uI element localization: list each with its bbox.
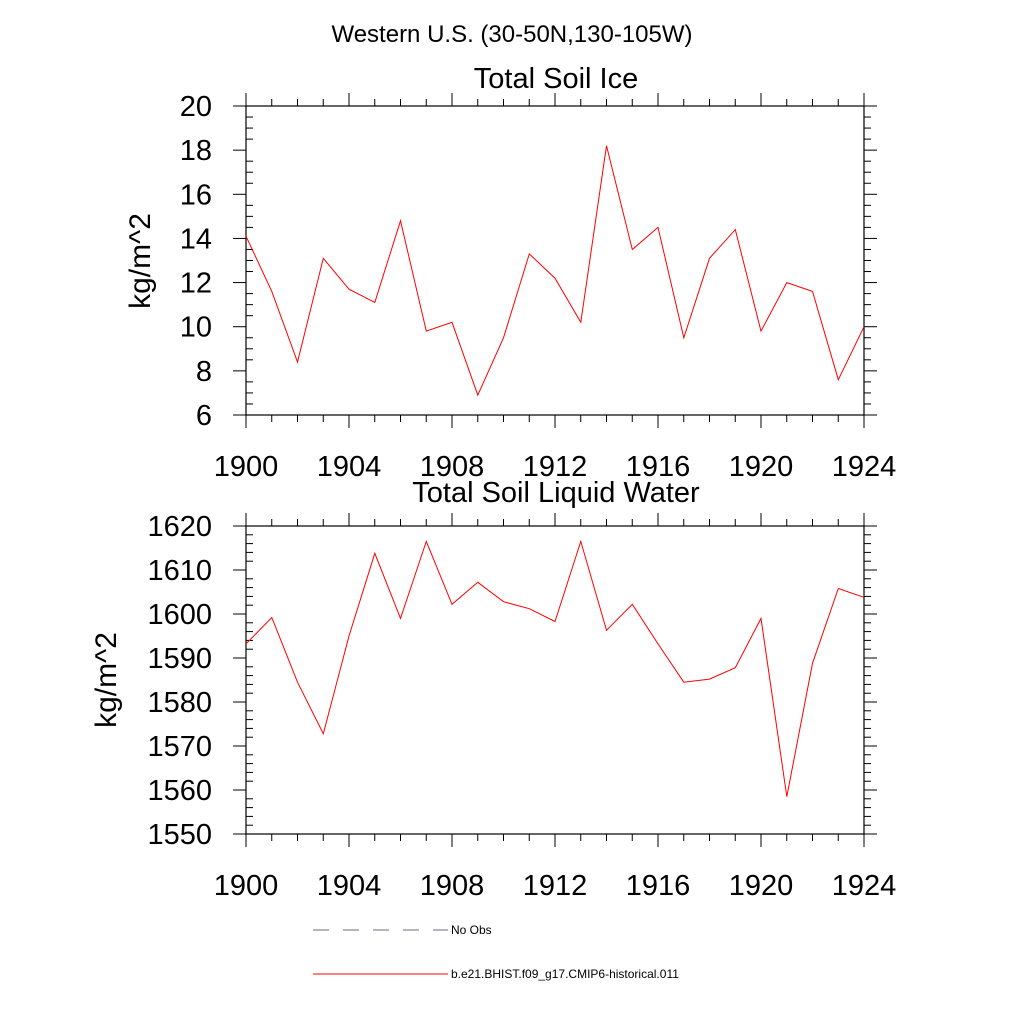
y-tick-label: 14 xyxy=(180,223,212,255)
x-tick-label: 1924 xyxy=(832,451,897,483)
figure-title: Western U.S. (30-50N,130-105W) xyxy=(331,21,692,48)
x-tick-label: 1920 xyxy=(729,870,794,902)
x-tick-label: 1900 xyxy=(214,451,279,483)
x-tick-label: 1912 xyxy=(523,870,588,902)
y-tick-label: 1610 xyxy=(147,555,212,587)
x-tick-label: 1904 xyxy=(317,451,382,483)
y-tick-label: 1570 xyxy=(147,731,212,763)
panel-title: Total Soil Ice xyxy=(474,63,638,95)
x-tick-label: 1912 xyxy=(523,451,588,483)
legend: No Obs b.e21.BHIST.f09_g17.CMIP6-histori… xyxy=(313,923,679,981)
x-tick-label: 1916 xyxy=(626,451,691,483)
y-axis-label: kg/m^2 xyxy=(90,632,123,728)
plot-frame xyxy=(245,525,865,835)
y-tick-label: 6 xyxy=(196,400,212,432)
x-tick-label: 1924 xyxy=(832,870,897,902)
legend-entry-no-obs: No Obs xyxy=(313,923,492,937)
series-line xyxy=(245,145,865,397)
x-tick-label: 1900 xyxy=(214,870,279,902)
x-tick-label: 1904 xyxy=(317,870,382,902)
x-tick-label: 1916 xyxy=(626,870,691,902)
y-axis-label: kg/m^2 xyxy=(124,213,157,309)
y-tick-label: 1560 xyxy=(147,775,212,807)
y-tick-label: 1620 xyxy=(147,511,212,543)
panel-title: Total Soil Liquid Water xyxy=(412,477,700,509)
x-tick-label: 1920 xyxy=(729,451,794,483)
series-line xyxy=(245,539,865,797)
plot-frame xyxy=(245,105,865,416)
y-tick-label: 20 xyxy=(180,91,212,123)
y-tick-label: 10 xyxy=(180,312,212,344)
soil-liquid-water-panel: Total Soil Liquid Water kg/m^2 1900 1904 1… xyxy=(90,477,896,902)
y-tick-label: 1590 xyxy=(147,643,212,675)
x-tick-label: 1908 xyxy=(420,870,485,902)
y-tick-label: 18 xyxy=(180,135,212,167)
y-tick-label: 1600 xyxy=(147,599,212,631)
y-tick-label: 12 xyxy=(180,268,212,300)
soil-ice-panel: Total Soil Ice kg/m^2 1900 1904 1908 1912 19… xyxy=(124,63,896,483)
legend-label: No Obs xyxy=(451,923,492,937)
y-tick-label: 1580 xyxy=(147,687,212,719)
legend-entry-model-run: b.e21.BHIST.f09_g17.CMIP6-historical.011 xyxy=(313,967,679,981)
y-tick-label: 8 xyxy=(196,356,212,388)
y-tick-label: 1550 xyxy=(147,819,212,851)
y-tick-label: 16 xyxy=(180,179,212,211)
legend-label: b.e21.BHIST.f09_g17.CMIP6-historical.011 xyxy=(451,967,679,981)
x-tick-label: 1908 xyxy=(420,451,485,483)
